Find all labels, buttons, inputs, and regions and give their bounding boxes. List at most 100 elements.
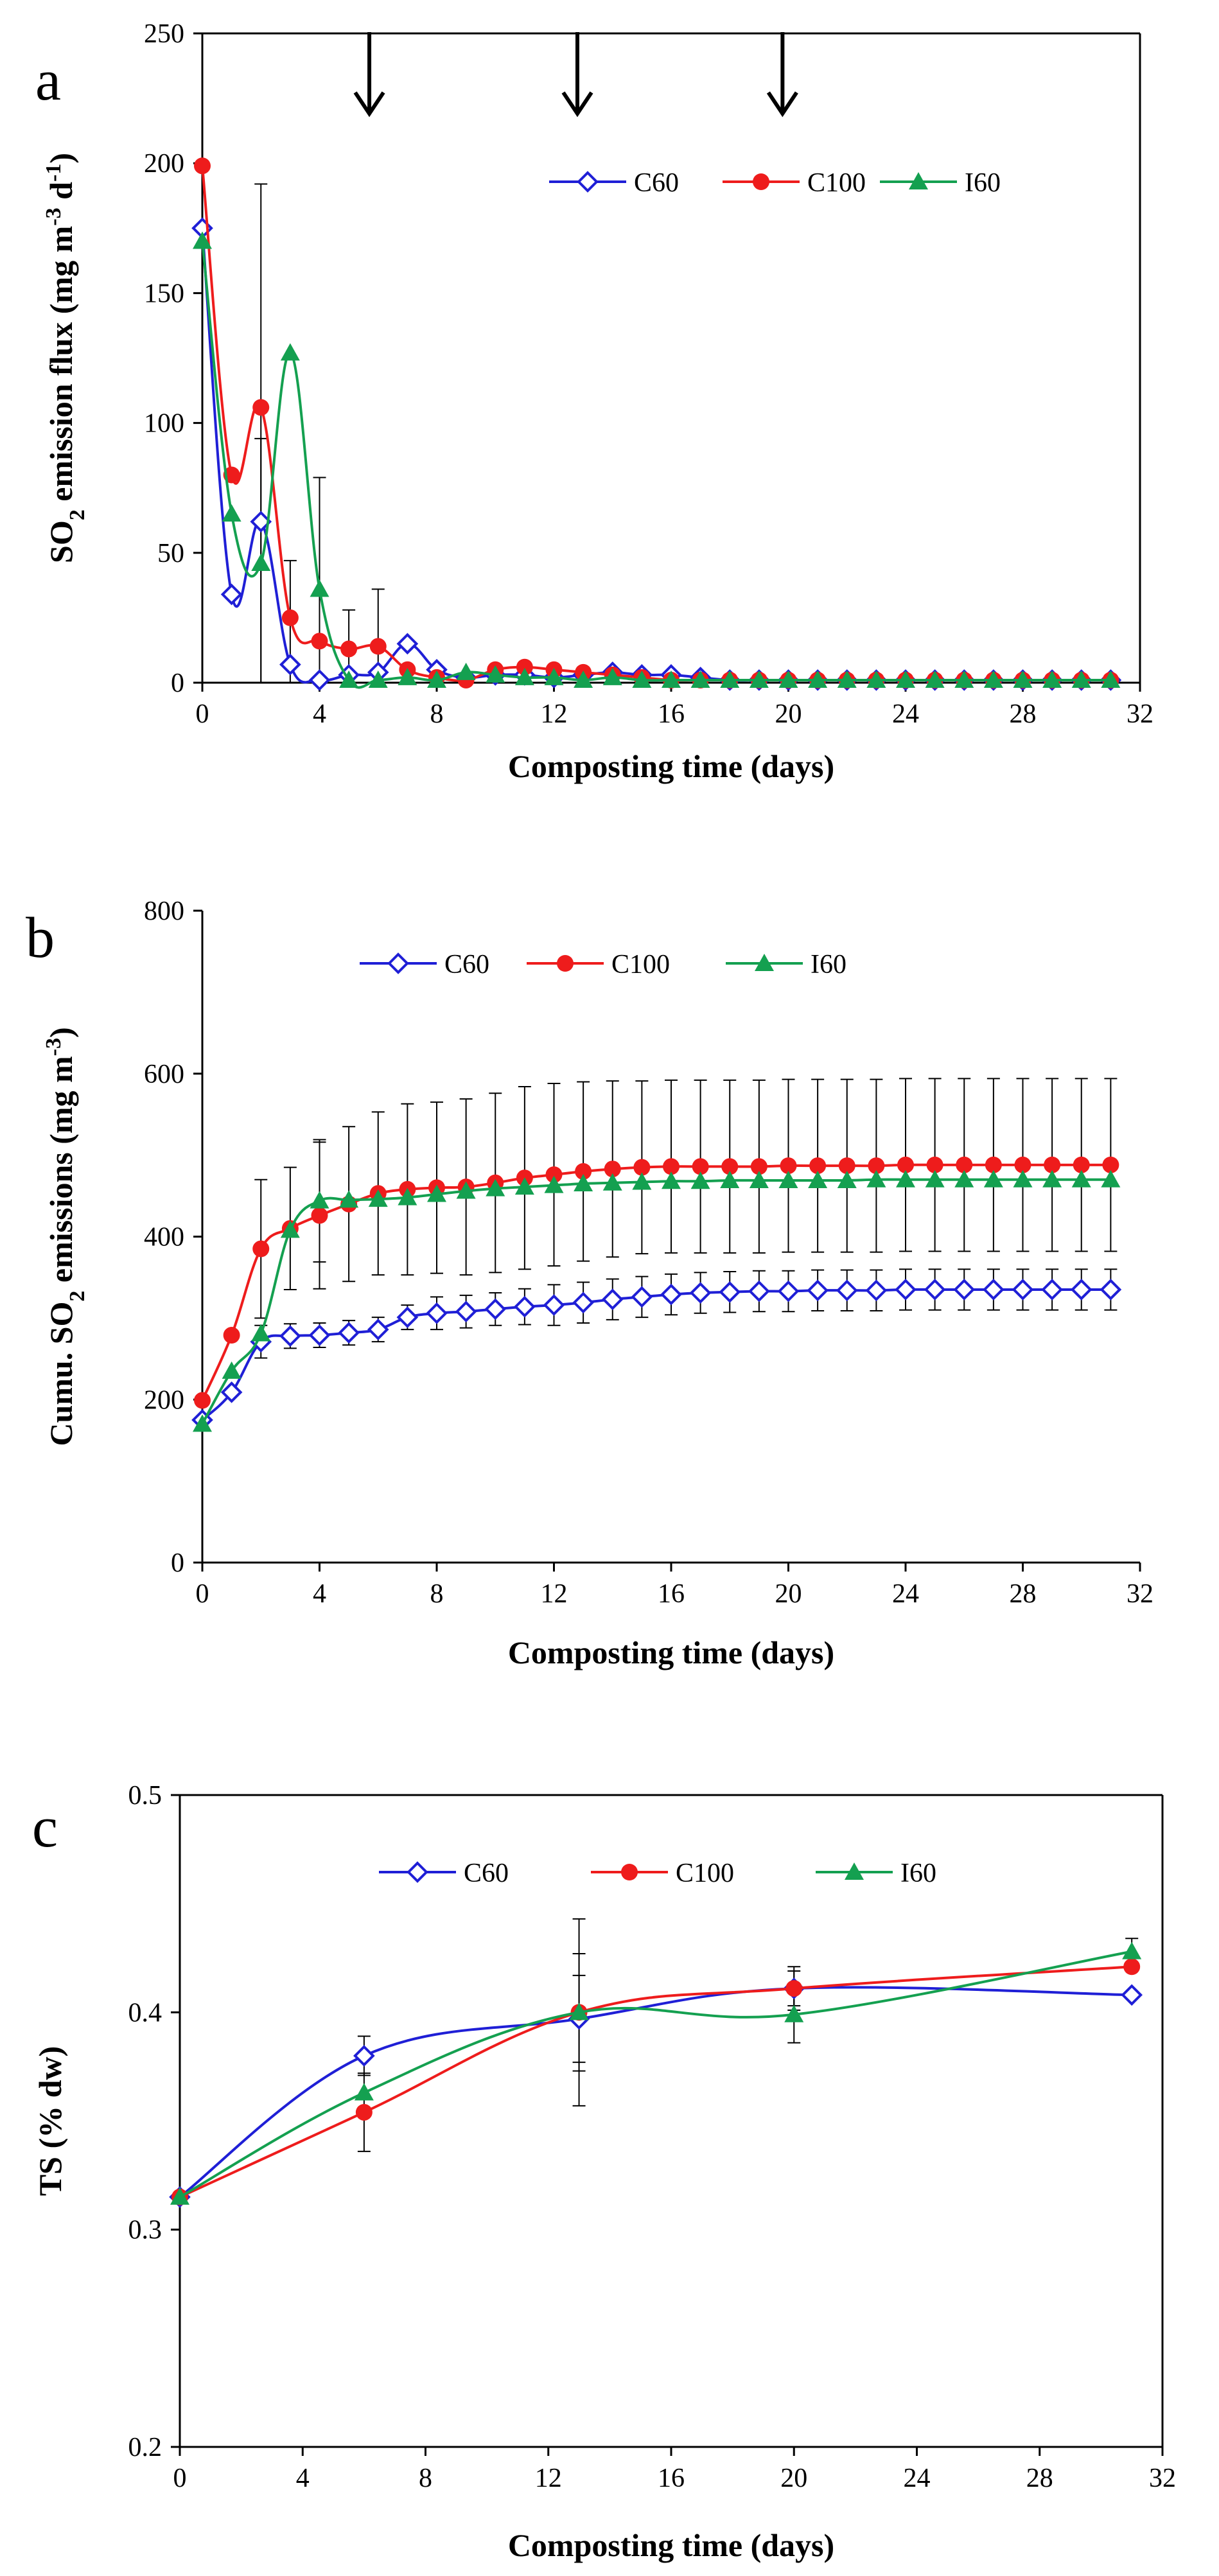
series-i60-point <box>222 1361 241 1379</box>
x-axis-label: Composting time (days) <box>508 748 834 784</box>
y-tick-label: 0 <box>171 1548 184 1578</box>
x-tick-label: 20 <box>775 1579 802 1609</box>
x-tick-label: 32 <box>1149 2464 1176 2493</box>
legend-item-c60: C60 <box>379 1859 509 1888</box>
y-axis-label-part: Cumu. SO <box>43 1302 79 1446</box>
y-axis-label: TS (% dw) <box>32 2046 68 2196</box>
series-i60-point <box>896 1170 915 1187</box>
series-i60-point <box>1101 670 1121 688</box>
legend-label: C60 <box>464 1859 509 1888</box>
series-c100-point <box>516 658 533 676</box>
series-c100-point <box>985 1156 1002 1173</box>
series-c60-line <box>179 1986 1132 2198</box>
y-tick-label: 600 <box>144 1060 184 1089</box>
x-tick-label: 8 <box>419 2464 432 2493</box>
series-i60-point <box>632 670 652 688</box>
series-c60-point <box>396 633 419 655</box>
series-i60-point <box>925 1170 945 1187</box>
series-i60-point <box>602 1173 622 1191</box>
series-c100-point <box>1123 1958 1141 1976</box>
series-i60-point <box>339 1190 359 1208</box>
series-c60-point <box>484 1298 507 1320</box>
series-i60-point <box>866 1170 886 1187</box>
series-c100-point <box>692 1158 709 1175</box>
x-axis-label: Composting time (days) <box>508 2527 834 2563</box>
series-c100-point <box>1044 1156 1061 1173</box>
series-i60-point <box>339 670 359 688</box>
series-i60-point <box>720 1170 740 1188</box>
x-tick-label: 0 <box>173 2464 187 2493</box>
y-tick-label: 0.2 <box>128 2433 162 2462</box>
x-tick-label: 24 <box>892 1579 919 1609</box>
series-i60-line <box>201 1178 1111 1425</box>
y-axis-label: Cumu. SO2 emissions (mg m-3) <box>42 1027 89 1446</box>
series-c60-point <box>1121 1984 1143 2006</box>
y-tick-label: 200 <box>144 1385 184 1415</box>
legend-point <box>407 1861 428 1883</box>
series-c100-point <box>750 1158 767 1175</box>
series-i60-point <box>544 667 564 685</box>
legend-item-c100: C100 <box>527 950 670 979</box>
y-tick-label: 800 <box>144 897 184 926</box>
series-i60-point <box>749 670 769 688</box>
series-c60-point <box>601 1288 624 1311</box>
series-c100-point <box>868 1157 885 1175</box>
series-i60-point <box>193 231 212 249</box>
y-axis-label-part: emission flux (mg m <box>43 226 79 510</box>
series-c100-point <box>785 1980 803 1997</box>
x-tick-label: 24 <box>904 2464 931 2493</box>
x-axis-label: Composting time (days) <box>508 1634 834 1670</box>
series-c100-point <box>956 1156 973 1173</box>
legend-label: C100 <box>676 1859 734 1888</box>
y-axis-label-part: -3 <box>42 1038 66 1056</box>
series-c100-point <box>926 1156 943 1173</box>
series-i60-point <box>1071 1170 1091 1187</box>
series-c60-point <box>250 511 272 533</box>
series-c100-point <box>340 640 358 658</box>
series-c100-point <box>311 633 328 650</box>
series-c60-point <box>308 1324 331 1346</box>
series-c100-point <box>604 1161 621 1178</box>
legend-item-i60: I60 <box>726 950 846 979</box>
series-i60-point <box>1013 1170 1033 1187</box>
x-tick-label: 32 <box>1127 1579 1153 1609</box>
series-c100-point <box>194 1392 211 1409</box>
legend-label: C100 <box>807 168 866 198</box>
y-axis-label-part: 2 <box>66 509 89 520</box>
chart-panel-a: a 0 4 8 12 16 20 24 28 32 0 50 100 150 200 250 Compostin… <box>35 19 1153 784</box>
series-i60-point <box>690 1171 710 1189</box>
series-c60-point <box>543 1294 565 1316</box>
x-tick-label: 12 <box>541 1579 568 1609</box>
y-tick-label: 0.5 <box>128 1781 162 1810</box>
x-tick-label: 28 <box>1026 2464 1053 2493</box>
x-tick-label: 0 <box>196 699 209 729</box>
series-i60-point <box>368 1189 388 1207</box>
series-i60-point <box>662 670 681 688</box>
series-c60-point <box>455 1301 477 1323</box>
series-i60-point <box>398 667 417 685</box>
series-c100-point <box>1014 1156 1031 1173</box>
series-c100-point <box>223 1327 240 1344</box>
series-i60-point <box>170 2187 189 2205</box>
series-c60-point <box>353 2045 375 2067</box>
series-c100-point <box>809 1157 827 1175</box>
series-c60-point <box>719 1281 741 1303</box>
series-i60-point <box>1042 1170 1062 1187</box>
series-i60-point <box>983 670 1003 688</box>
y-axis-label-part: ) <box>43 1027 79 1038</box>
legend-point <box>909 172 928 189</box>
series-i60-point <box>749 1170 769 1188</box>
series-c60-point <box>279 653 301 676</box>
series-i60-point <box>808 670 828 688</box>
y-tick-label: 200 <box>144 149 184 179</box>
legend-item-c100: C100 <box>723 168 866 198</box>
x-tick-label: 8 <box>430 699 444 729</box>
series-i60-point <box>310 579 329 597</box>
series-i60-point <box>866 670 886 688</box>
series-i60-point <box>690 670 710 688</box>
series-c60-point <box>631 1286 653 1308</box>
legend-point <box>387 952 409 974</box>
series-c100-point <box>780 1157 797 1175</box>
series-c100-point <box>838 1157 855 1175</box>
